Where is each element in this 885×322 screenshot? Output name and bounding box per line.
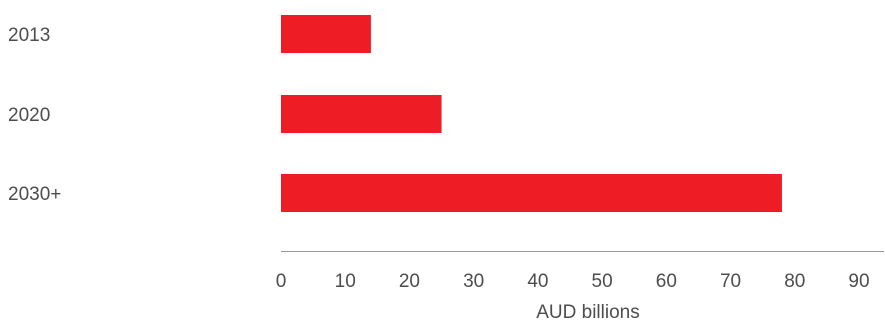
x-tick-label: 70 <box>720 271 741 292</box>
x-tick-label: 20 <box>399 271 420 292</box>
category-label: 2030+ <box>8 184 61 205</box>
x-axis-title: AUD billions <box>536 302 639 322</box>
x-tick-label: 50 <box>592 271 613 292</box>
category-label: 2020 <box>8 105 50 126</box>
x-tick-label: 10 <box>335 271 356 292</box>
bars <box>281 15 782 212</box>
x-tick-label: 40 <box>527 271 548 292</box>
bar <box>281 15 371 53</box>
bar <box>281 174 782 212</box>
x-tick-label: 90 <box>848 271 869 292</box>
x-tick-label: 0 <box>276 271 287 292</box>
bar <box>281 95 442 133</box>
category-labels: 2013 2020 2030+ <box>8 25 61 205</box>
x-tick-label: 80 <box>784 271 805 292</box>
x-tick-label: 60 <box>656 271 677 292</box>
category-label: 2013 <box>8 25 50 46</box>
x-tick-label: 30 <box>463 271 484 292</box>
x-tick-labels: 0 10 20 30 40 50 60 70 80 90 <box>276 271 870 292</box>
